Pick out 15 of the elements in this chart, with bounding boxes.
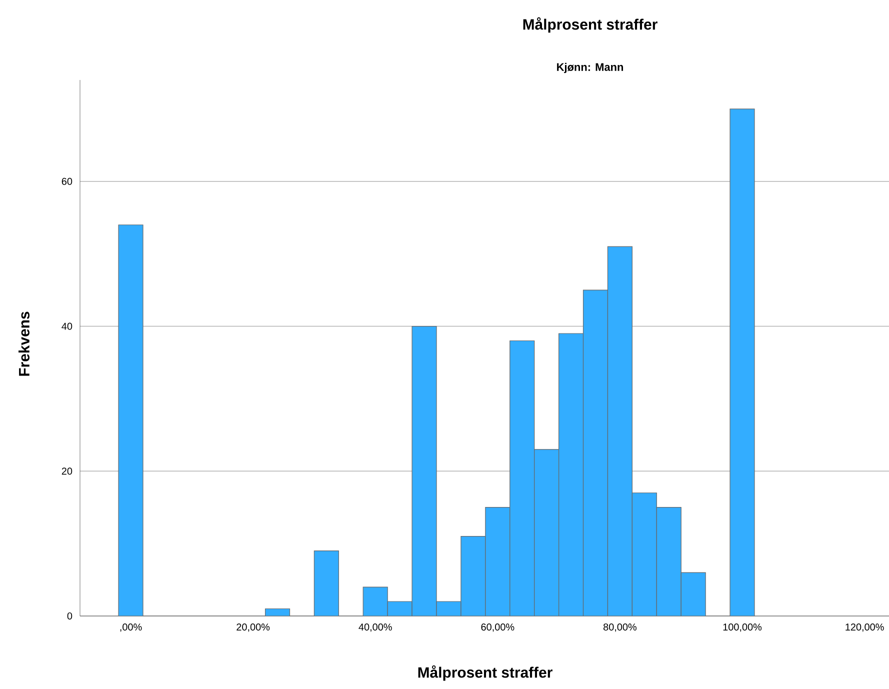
chart-subtitle: Kjønn: Mann [557,62,624,74]
y-tick-label: 0 [67,612,72,620]
x-tick-label: 20,00% [236,624,270,632]
x-tick-label: 60,00% [481,624,514,632]
x-tick-label: 120,00% [846,624,884,632]
chart-title: Målprosent straffer [523,17,658,33]
y-tick-label: 60 [62,178,72,185]
y-tick-label: 20 [62,468,72,475]
x-tick-label: 80,00% [603,624,636,632]
x-tick-label: 100,00% [723,624,762,632]
x-tick-label: 40,00% [358,624,392,632]
x-axis-title: Målprosent straffer [418,665,552,681]
y-axis-title: Frekvens [18,312,30,376]
x-tick-label: ,00% [120,624,142,632]
y-tick-label: 40 [62,322,72,330]
